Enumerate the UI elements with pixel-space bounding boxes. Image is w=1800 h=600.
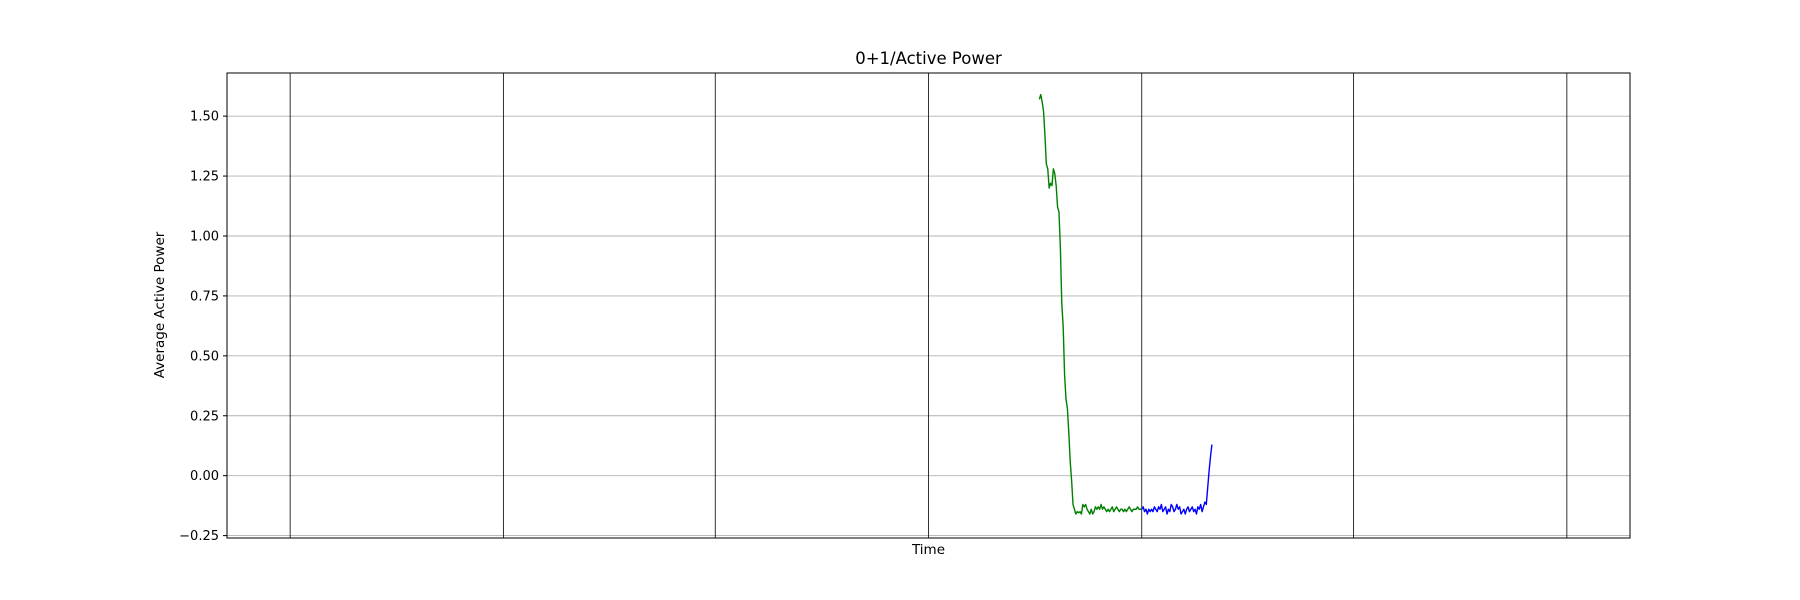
- series-layer: [1038, 93, 1213, 515]
- y-axis: −0.25 0.00 0.25 0.50 0.75 1.00 1.25 1.50: [179, 110, 227, 544]
- series-line-2: [1141, 444, 1213, 515]
- y-tick-label: 1.00: [190, 229, 219, 244]
- y-tick-label: 0.50: [190, 349, 219, 364]
- y-tick-label: 0.25: [190, 409, 219, 424]
- chart-title: 0+1/Active Power: [855, 49, 1002, 68]
- grid: [227, 73, 1630, 538]
- y-tick-label: 1.25: [190, 170, 219, 185]
- y-tick-label: 1.50: [190, 110, 219, 125]
- y-tick-label: 0.75: [190, 289, 219, 304]
- y-tick-label: −0.25: [179, 529, 219, 544]
- series-line-1: [1038, 93, 1142, 515]
- y-axis-label: Average Active Power: [152, 231, 168, 378]
- x-axis-label: Time: [911, 542, 945, 558]
- y-tick-label: 0.00: [190, 469, 219, 484]
- plot-frame: [226, 72, 1631, 539]
